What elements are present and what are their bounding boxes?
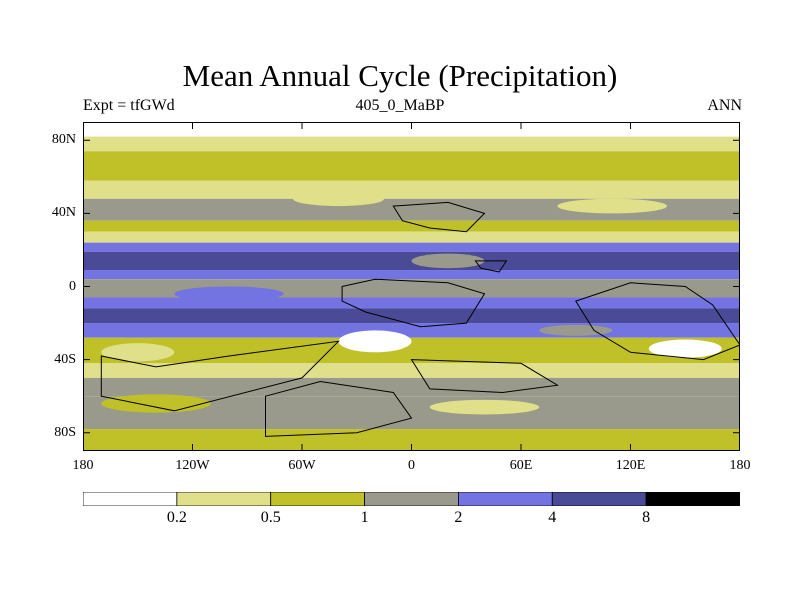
- colorbar-label: 1: [360, 509, 369, 526]
- x-tick-label: 180: [72, 458, 94, 473]
- colorbar-swatch: [364, 492, 459, 506]
- colorbar-label: 2: [454, 509, 463, 526]
- colorbar-swatch: [645, 492, 740, 506]
- y-tick-label: 80N: [51, 132, 76, 148]
- chart-title: Mean Annual Cycle (Precipitation): [182, 58, 618, 93]
- land-outline: [265, 380, 413, 437]
- run-label: 405_0_MaBP: [355, 97, 445, 114]
- precip-anomaly: [338, 330, 412, 353]
- colorbar-swatch: [270, 492, 365, 506]
- precip-anomaly: [83, 204, 156, 216]
- precip-band: [83, 297, 740, 309]
- colorbar-swatch: [176, 492, 272, 506]
- precip-band: [83, 136, 740, 152]
- y-tick-label: 80S: [54, 424, 76, 440]
- precip-band: [83, 220, 740, 232]
- precip-band: [83, 337, 740, 364]
- precip-band: [83, 270, 740, 280]
- x-tick-label: 120W: [175, 458, 210, 473]
- colorbar-label: 8: [642, 509, 651, 526]
- precip-anomaly: [174, 286, 284, 302]
- precip-band: [83, 429, 740, 451]
- y-tick-label: 40S: [54, 351, 76, 367]
- precip-band: [83, 377, 740, 397]
- precip-band: [83, 242, 740, 252]
- x-tick-label: 60E: [509, 458, 533, 473]
- land-outline: [474, 260, 508, 273]
- season-label: ANN: [707, 97, 742, 114]
- x-tick-label: 0: [408, 458, 415, 473]
- land-outline: [575, 282, 740, 361]
- precip-band: [83, 122, 740, 137]
- precip-anomaly: [101, 343, 175, 362]
- precip-anomaly: [539, 324, 613, 336]
- precipitation-map: [83, 122, 740, 451]
- colorbar-label: 4: [548, 509, 557, 526]
- precip-anomaly: [292, 191, 385, 207]
- colorbar-label: 0.5: [260, 509, 281, 526]
- x-tick-label: 180: [729, 458, 751, 473]
- colorbar-swatch: [551, 492, 647, 506]
- precip-anomaly: [101, 394, 211, 413]
- precip-band: [83, 151, 740, 181]
- land-outline: [410, 359, 559, 394]
- colorbar-swatch: [458, 492, 553, 506]
- precip-band: [83, 231, 740, 243]
- precip-band: [83, 323, 740, 338]
- precip-band: [83, 180, 740, 199]
- experiment-label: Expt = tfGWd: [83, 97, 175, 114]
- precip-anomaly: [648, 339, 722, 358]
- precip-band: [83, 308, 740, 324]
- precip-anomaly: [429, 399, 540, 415]
- land-outline: [392, 201, 486, 233]
- y-tick-label: 40N: [51, 205, 76, 221]
- colorbar: [83, 492, 740, 506]
- x-tick-label: 120E: [615, 458, 646, 473]
- precip-anomaly: [411, 253, 485, 269]
- x-tick-label: 60W: [288, 458, 316, 473]
- precip-band: [83, 363, 740, 378]
- precip-anomaly: [557, 198, 667, 214]
- land-outline: [341, 278, 486, 328]
- colorbar-label: 0.2: [166, 509, 187, 526]
- land-outline: [100, 340, 340, 412]
- y-tick-label: 0: [69, 278, 76, 294]
- colorbar-swatch: [83, 492, 178, 506]
